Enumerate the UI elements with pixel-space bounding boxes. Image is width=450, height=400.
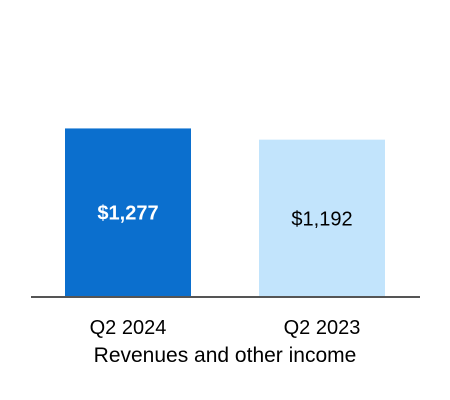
tick-label-q2-2024: Q2 2024 xyxy=(90,317,167,339)
bar-q2-2023 xyxy=(259,139,385,297)
bar-q2-2024 xyxy=(65,128,191,297)
data-label-q2-2023: $1,192 xyxy=(291,208,352,230)
x-axis-caption: Revenues and other income xyxy=(93,344,357,367)
data-label-q2-2024: $1,277 xyxy=(97,203,158,225)
tick-label-q2-2023: Q2 2023 xyxy=(284,317,361,339)
